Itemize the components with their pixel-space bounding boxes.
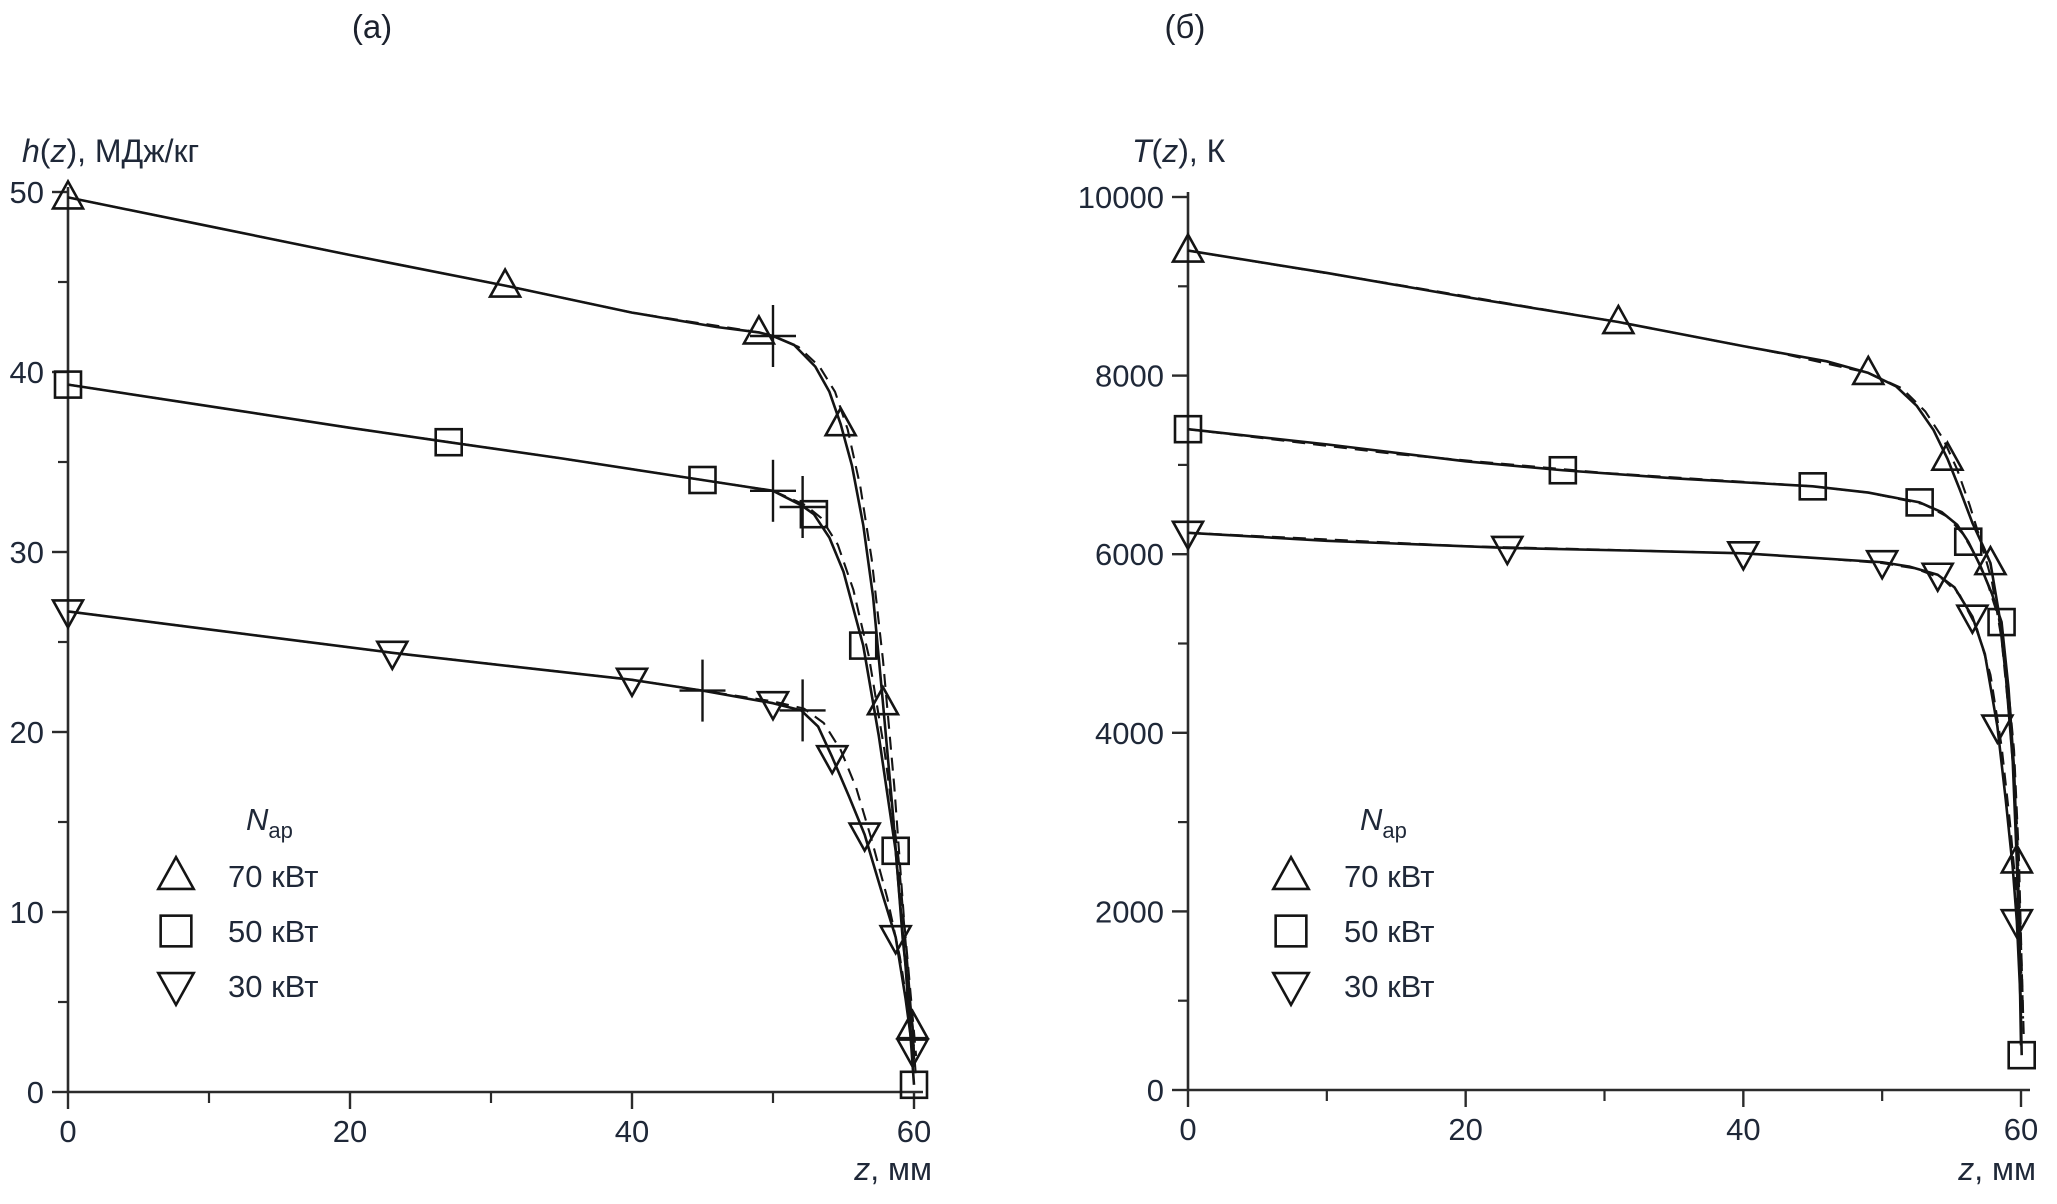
series-marker-triangle-up	[895, 1008, 930, 1040]
y-tick-label: 50	[10, 175, 44, 210]
legend-marker-triangle-up	[156, 854, 196, 891]
series-marker-triangle-down	[1170, 520, 1206, 552]
panel-label-a: (а)	[351, 8, 393, 45]
series-line-dashed	[67, 383, 918, 1080]
legend-label: 30 кВт	[228, 969, 319, 1004]
legend-title-b: Nар	[1360, 802, 1407, 843]
y-tick-label: 40	[10, 355, 44, 390]
legend-label: 70 кВт	[228, 859, 319, 894]
series-marker-triangle-down	[1999, 908, 2035, 940]
series-marker-triangle-down	[1864, 549, 1900, 581]
y-tick-label: 0	[1147, 1073, 1164, 1108]
legend-label: 50 кВт	[1344, 914, 1435, 949]
y-tick-label: 8000	[1095, 359, 1164, 394]
series-marker-square	[881, 836, 910, 866]
series-marker-square	[434, 427, 464, 457]
series-line-solid	[67, 383, 916, 1085]
y-tick-label: 6000	[1095, 537, 1164, 572]
axis-title-b: T(z), К	[1132, 133, 1226, 169]
series-marker-triangle-down	[50, 599, 86, 631]
legend-marker-triangle-down	[156, 971, 196, 1008]
y-tick-label: 30	[10, 535, 44, 570]
legend-marker-triangle-up	[1271, 854, 1311, 891]
series-marker-triangle-up	[1851, 354, 1886, 386]
series-marker-triangle-up	[823, 405, 858, 437]
series-marker-square	[2007, 1040, 2036, 1070]
legend-label: 70 кВт	[1344, 859, 1435, 894]
legend-title-a: Nар	[246, 802, 293, 843]
series-marker-triangle-up	[50, 178, 86, 210]
series-marker-square	[799, 499, 829, 529]
legend-label: 50 кВт	[228, 914, 319, 949]
series-marker-triangle-down	[1920, 562, 1955, 594]
series-marker-square	[1548, 455, 1578, 485]
legend-marker-square	[1274, 914, 1308, 948]
series-line-dashed	[1187, 531, 2024, 992]
legend-marker-triangle-down	[1271, 971, 1311, 1008]
series-marker-triangle-up	[1930, 439, 1965, 471]
x-axis-label-a: z, мм	[853, 1151, 932, 1187]
series-marker-triangle-up	[1973, 544, 2008, 576]
series-marker-triangle-up	[1601, 303, 1636, 335]
y-tick-label: 20	[10, 715, 44, 750]
series-marker-triangle-down	[878, 924, 913, 956]
series-line-solid	[1187, 249, 2023, 1046]
x-tick-label: 20	[1448, 1112, 1482, 1147]
x-tick-label: 40	[1726, 1112, 1760, 1147]
series-marker-square	[848, 631, 878, 660]
x-axis-label-b: z, мм	[1957, 1151, 2036, 1187]
series-line-dashed	[67, 196, 918, 1057]
series-marker-triangle-down	[614, 667, 650, 699]
series-marker-square	[1953, 527, 1983, 556]
x-tick-label: 20	[333, 1114, 367, 1149]
series-line-solid	[1187, 531, 2023, 1010]
series-marker-square	[688, 465, 717, 495]
series-marker-triangle-down	[815, 744, 850, 776]
series-line-solid	[67, 610, 916, 1067]
series-marker-square	[1987, 607, 2016, 637]
series-marker-triangle-down	[1490, 535, 1525, 567]
axis-title-a: h(z), МДж/кг	[22, 133, 199, 169]
series-marker-square	[53, 370, 83, 399]
series-marker-triangle-down	[1726, 541, 1761, 572]
series-marker-triangle-up	[865, 684, 901, 716]
y-tick-label: 4000	[1095, 716, 1164, 751]
series-line-dashed	[67, 610, 917, 1057]
series-marker-square	[899, 1070, 929, 1100]
series-line-dashed	[1187, 428, 2025, 1019]
x-tick-label: 0	[59, 1114, 76, 1149]
series-marker-triangle-down	[1955, 604, 1990, 636]
legend-marker-square	[159, 914, 193, 948]
legend-label: 30 кВт	[1344, 969, 1435, 1004]
series-marker-triangle-down	[1980, 714, 2015, 746]
y-tick-label: 10	[10, 895, 44, 930]
series-marker-triangle-up	[1999, 842, 2035, 874]
series-line-solid	[1187, 427, 2023, 1056]
series-marker-triangle-down	[895, 1038, 930, 1070]
series-marker-triangle-down	[847, 822, 882, 854]
series-marker-triangle-up	[741, 313, 777, 345]
series-line-dashed	[1187, 249, 2025, 1037]
series-marker-triangle-up	[487, 266, 523, 298]
y-tick-label: 10000	[1078, 180, 1164, 215]
panel-label-b: (б)	[1164, 8, 1206, 45]
series-marker-square	[1173, 414, 1203, 444]
series-marker-triangle-up	[1170, 231, 1206, 263]
x-tick-label: 60	[897, 1114, 931, 1149]
x-tick-label: 60	[2004, 1112, 2038, 1147]
x-tick-label: 40	[615, 1114, 649, 1149]
y-tick-label: 0	[27, 1075, 44, 1110]
series-marker-square	[1798, 472, 1828, 501]
y-tick-label: 2000	[1095, 894, 1164, 929]
axis-b	[1186, 192, 2030, 1092]
axis-a	[66, 187, 923, 1094]
series-marker-square	[1905, 488, 1934, 517]
series-marker-triangle-down	[375, 640, 410, 672]
series-marker-triangle-down	[755, 690, 791, 722]
x-tick-label: 0	[1179, 1112, 1196, 1147]
